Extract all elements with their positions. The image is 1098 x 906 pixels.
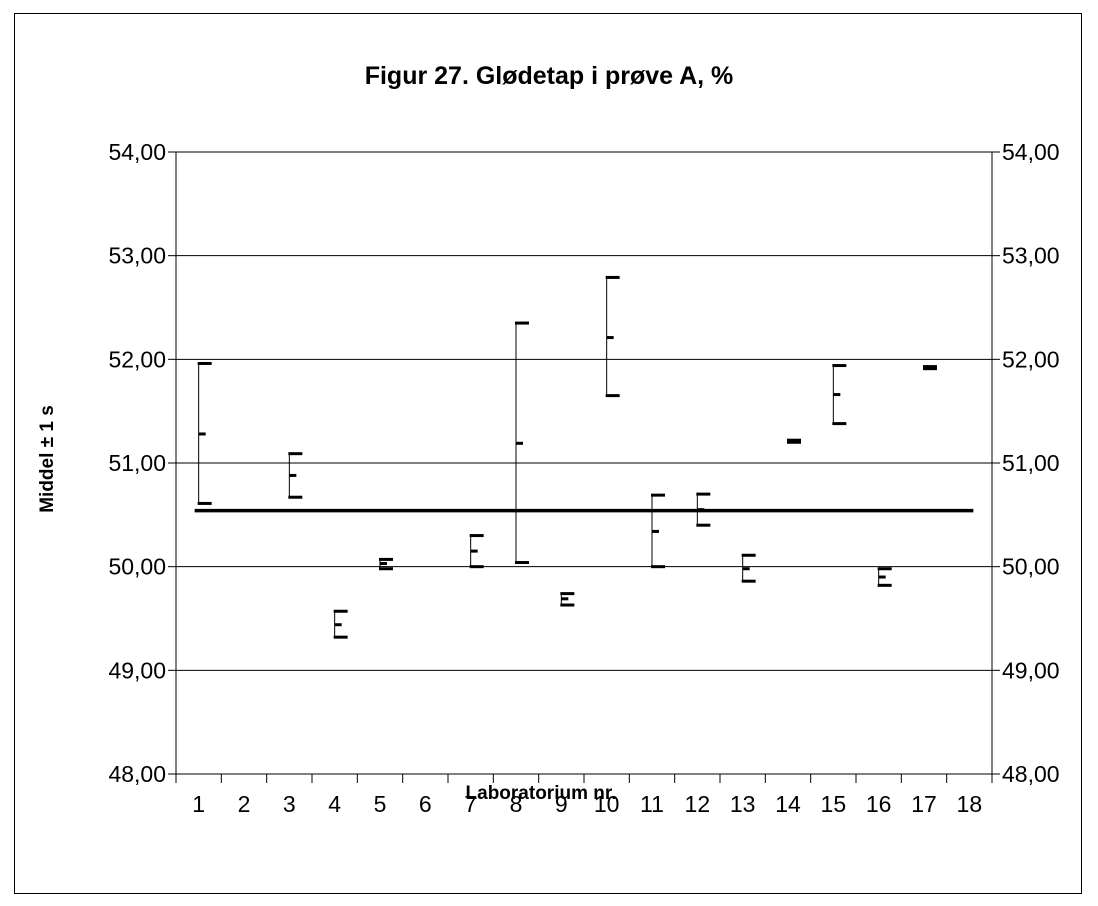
x-tick-label: 4 [328,791,341,817]
y-tick-label-left: 54,00 [108,139,166,165]
error-bars [197,275,937,639]
y-tick-label-right: 48,00 [1002,761,1060,787]
tick-labels: 54,00 54,00 53,00 53,00 52,00 52,00 51,00 51,00… [108,139,1059,817]
x-tick-label: 1 [192,791,205,817]
x-tick-label: 10 [594,791,620,817]
x-tick-label: 18 [957,791,983,817]
x-axis-label: Laboratorium nr. [466,783,617,804]
x-tick-label: 3 [283,791,296,817]
x-tick-label: 16 [866,791,892,817]
y-tick-label-right: 50,00 [1002,554,1060,580]
y-tick-label-right: 49,00 [1002,657,1060,683]
y-tick-label-right: 53,00 [1002,243,1060,269]
gridlines [176,151,992,671]
x-tick-label: 2 [238,791,251,817]
y-tick-label-left: 49,00 [108,657,166,683]
y-tick-label-left: 52,00 [108,346,166,372]
x-tick-label: 8 [510,791,523,817]
x-tick-label: 9 [555,791,568,817]
y-tick-label-left: 50,00 [108,554,166,580]
x-tick-label: 6 [419,791,432,817]
y-tick-label-right: 51,00 [1002,450,1060,476]
x-tick-label: 13 [730,791,756,817]
y-tick-label-left: 51,00 [108,450,166,476]
error-bar-chart: Figur 27. Glødetap i prøve A, % 54,00 54,… [37,62,1060,817]
axes [168,151,1000,783]
x-tick-label: 15 [821,791,847,817]
x-tick-label: 12 [685,791,711,817]
y-tick-label-right: 52,00 [1002,346,1060,372]
x-tick-label: 11 [640,791,664,817]
y-axis-label: Middel ± 1 s [37,405,58,513]
x-tick-label: 7 [464,791,477,817]
chart-title: Figur 27. Glødetap i prøve A, % [365,62,734,90]
x-tick-label: 17 [911,791,937,817]
y-tick-label-left: 53,00 [108,243,166,269]
x-tick-label: 5 [374,791,387,817]
y-tick-label-right: 54,00 [1002,139,1060,165]
x-tick-label: 14 [775,791,801,817]
chart-frame: Figur 27. Glødetap i prøve A, % 54,00 54,… [14,13,1082,894]
y-tick-label-left: 48,00 [108,761,166,787]
